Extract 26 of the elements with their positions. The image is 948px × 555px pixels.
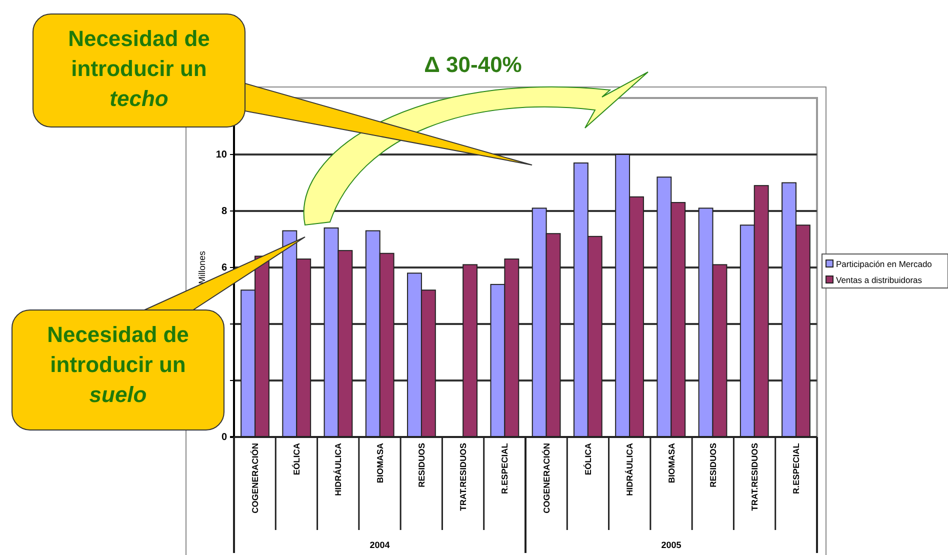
legend-label: Ventas a distribuidoras bbox=[836, 275, 922, 285]
text: 2004 bbox=[370, 540, 390, 550]
x-tick-label: TRAT.RESIDUOS bbox=[458, 442, 468, 511]
x-tick-label: COGENERACIÓN bbox=[250, 443, 260, 514]
text: 2005 bbox=[661, 540, 682, 550]
y-tick-label: 8 bbox=[221, 206, 228, 218]
x-tick-label: BIOMASA bbox=[666, 443, 676, 484]
text: Necesidad de introducir un suelo bbox=[47, 322, 189, 407]
x-tick-label: EÓLICA bbox=[291, 443, 302, 476]
x-tick-label: HIDRÁULICA bbox=[624, 443, 635, 496]
y-axis-title: Millones bbox=[197, 250, 207, 284]
x-tick-label: RESIDUOS bbox=[416, 442, 426, 488]
text: Δ 30-40% bbox=[424, 52, 522, 77]
legend-label: Participación en Mercado bbox=[836, 259, 932, 269]
y-tick-label: 6 bbox=[221, 262, 228, 274]
x-tick-label: EÓLICA bbox=[582, 443, 593, 476]
x-tick-label: RESIDUOS bbox=[708, 442, 718, 488]
x-tick-label: TRAT.RESIDUOS bbox=[750, 442, 760, 511]
text: Necesidad de introducir un techo bbox=[68, 26, 210, 111]
x-tick-label: R.ESPECIAL bbox=[500, 443, 510, 494]
x-tick-label: HIDRÁULICA bbox=[333, 443, 344, 496]
x-tick-label: COGENERACIÓN bbox=[541, 443, 552, 514]
y-tick-label: 0 bbox=[221, 432, 228, 444]
x-tick-label: BIOMASA bbox=[374, 443, 385, 484]
x-tick-label: R.ESPECIAL bbox=[791, 443, 802, 494]
y-tick-label: 10 bbox=[216, 150, 228, 161]
